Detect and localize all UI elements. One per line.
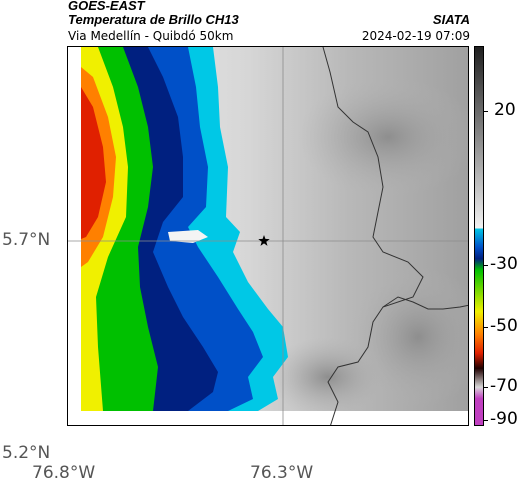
header-product: Temperatura de Brillo CH13: [68, 12, 239, 27]
no-data-strip: [68, 47, 81, 425]
star-icon: [258, 235, 270, 246]
lon-tick-label: 76.3°W: [250, 463, 314, 483]
brightness-temperature-field: [68, 47, 468, 425]
colorbar-label: 20: [494, 100, 516, 120]
warm-patch: [268, 337, 388, 417]
department-border: [322, 47, 424, 425]
lat-tick-label: 5.7°N: [2, 230, 51, 250]
no-data-strip: [68, 411, 468, 425]
colorbar-tick: [484, 420, 488, 421]
lon-tick-label: 76.8°W: [32, 463, 96, 483]
warm-patch: [298, 77, 468, 197]
colorbar-label: -70: [490, 376, 518, 396]
lat-tick-label: 5.2°N: [2, 443, 51, 463]
colorbar-tick: [484, 265, 488, 266]
satellite-map: [67, 46, 469, 426]
department-border: [382, 296, 468, 310]
header-region: Via Medellín - Quibdó 50km: [68, 29, 234, 43]
colorbar-tick: [484, 387, 488, 388]
colorbar-label: -90: [490, 409, 518, 429]
header-timestamp: 2024-02-19 07:09: [361, 29, 470, 43]
header-agency: GOES-EAST: [68, 0, 145, 13]
colorbar-label: -50: [490, 316, 518, 336]
colorbar-label: -30: [490, 254, 518, 274]
colorbar: [474, 46, 484, 426]
colorbar-tick: [484, 111, 488, 112]
header-org: SIATA: [432, 12, 470, 27]
cloud-band-red: [81, 87, 106, 239]
colorbar-gradient: [475, 47, 483, 425]
colorbar-tick: [484, 327, 488, 328]
cloud-band-white-notch: [168, 230, 208, 243]
